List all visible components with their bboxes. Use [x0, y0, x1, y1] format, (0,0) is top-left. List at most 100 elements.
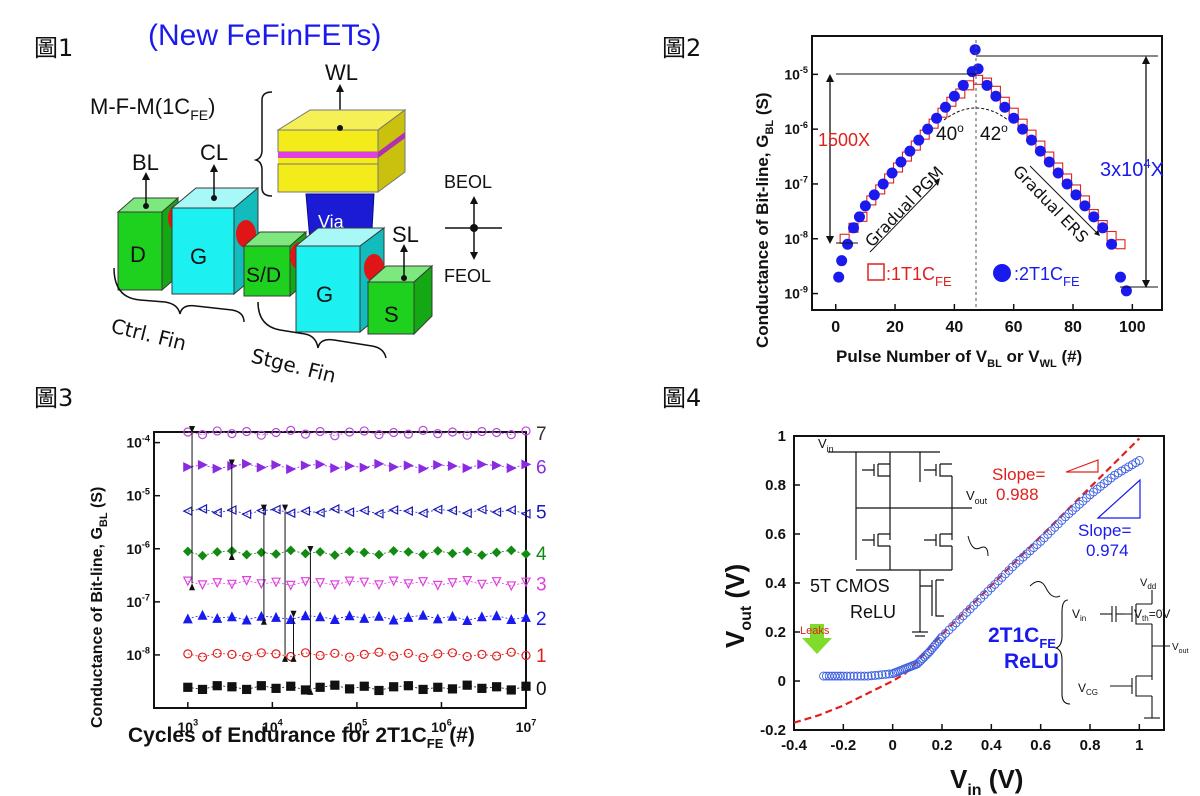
fig4-slope-red2: 0.988 [996, 485, 1039, 504]
data-point-2t1c [970, 44, 981, 55]
data-point-2t1c [990, 91, 1001, 102]
fig4-ylabel: Vout (V) [720, 564, 755, 648]
fefet-relu-point [1100, 480, 1108, 488]
level-label-7: 7 [536, 424, 547, 445]
data-point-level-4 [463, 547, 471, 555]
x-tick-label: 0 [888, 737, 896, 754]
data-point-level-0 [346, 685, 354, 693]
data-point-level-4 [375, 551, 383, 559]
x-tick-label: 100 [1119, 319, 1146, 336]
y-tick-label: 10-7 [126, 593, 150, 610]
data-point-level-6 [390, 463, 398, 471]
data-point-level-0 [301, 686, 309, 694]
y-tick-label: 10-7 [784, 175, 808, 192]
data-point-level-6 [257, 464, 265, 472]
data-point-2t1c [869, 189, 880, 200]
fig4-slope-blue1: Slope= [1078, 521, 1131, 540]
y-tick-label: 0.6 [765, 526, 786, 543]
data-point-level-3 [199, 581, 207, 589]
data-point-2t1c [1088, 211, 1099, 222]
data-point-level-1 [360, 650, 368, 658]
data-point-level-1 [419, 654, 427, 662]
x-tick-label: 0 [831, 319, 840, 336]
data-point-level-3 [243, 577, 251, 585]
x-tick-label: 1 [1135, 737, 1143, 754]
fig4-relu-chart: -0.4 -0.2 0 0.2 0.4 0.6 0.8 1 -0.200.20.40.60.8… [600, 400, 1200, 796]
data-point-2t1c [1017, 124, 1028, 135]
data-point-level-0 [331, 681, 339, 689]
data-point-level-0 [287, 682, 295, 690]
data-point-2t1c [1070, 189, 1081, 200]
data-point-level-4 [404, 548, 412, 556]
data-point-level-0 [184, 683, 192, 691]
data-point-2t1c [1115, 272, 1126, 283]
y-tick-label: 0.4 [765, 575, 787, 592]
data-point-level-2 [228, 613, 236, 621]
x-tick-label: 40 [945, 319, 963, 336]
x-tick-label: 80 [1064, 319, 1082, 336]
data-point-level-6 [375, 460, 383, 468]
data-point-level-2 [331, 615, 339, 623]
data-point-level-2 [419, 611, 427, 619]
level-line-6 [188, 464, 526, 469]
level-label-1: 1 [536, 646, 547, 667]
level-line-3 [188, 581, 526, 586]
data-point-2t1c [904, 146, 915, 157]
data-point-2t1c [1035, 146, 1046, 157]
data-point-level-2 [243, 616, 251, 624]
level-label-6: 6 [536, 458, 547, 479]
level-line-1 [188, 652, 526, 657]
data-point-level-6 [404, 461, 412, 469]
fig2-xlabel: Pulse Number of VBL or VWL (#) [836, 347, 1082, 370]
data-point-level-0 [448, 685, 456, 693]
fig2-angle-right: 42o [980, 121, 1008, 145]
data-point-level-5 [316, 509, 324, 517]
data-point-level-2 [390, 616, 398, 624]
data-point-2t1c [931, 113, 942, 124]
data-point-2t1c [878, 178, 889, 189]
fig4-relu-label1: 2T1CFE [988, 624, 1056, 651]
data-point-level-2 [301, 612, 309, 620]
data-point-level-5 [331, 505, 339, 513]
data-point-level-6 [272, 461, 280, 469]
data-point-2t1c [940, 102, 951, 113]
data-point-2t1c [1026, 135, 1037, 146]
fig4-relu-label2: ReLU [1004, 650, 1059, 673]
data-point-level-2 [463, 616, 471, 624]
data-point-2t1c [1106, 239, 1117, 250]
data-point-2t1c [949, 91, 960, 102]
data-point-level-2 [404, 613, 412, 621]
data-point-level-4 [301, 550, 309, 558]
fefet-relu-point [1075, 500, 1083, 508]
data-point-level-2 [316, 613, 324, 621]
y-tick-label: 10-9 [784, 284, 808, 301]
data-point-level-5 [199, 505, 207, 513]
fig4-vout-label: Vout [966, 488, 988, 506]
x-tick-label: 60 [1005, 319, 1023, 336]
data-point-2t1c [848, 222, 859, 233]
fefet-relu-point [1093, 485, 1101, 493]
data-point-level-3 [419, 578, 427, 586]
data-point-level-6 [493, 461, 501, 469]
level-label-5: 5 [536, 503, 547, 524]
data-point-1t1c [1116, 240, 1125, 249]
y-tick-label: 10-6 [784, 120, 808, 137]
data-point-2t1c [842, 239, 853, 250]
data-point-level-6 [434, 461, 442, 469]
data-point-level-2 [478, 613, 486, 621]
data-point-level-0 [478, 684, 486, 692]
data-point-level-0 [493, 683, 501, 691]
level-label-0: 0 [536, 679, 547, 700]
data-point-level-0 [375, 686, 383, 694]
data-point-level-4 [213, 548, 221, 556]
fig2-legend-2t1c: :2T1CFE [1014, 264, 1080, 289]
data-point-level-1 [301, 649, 309, 657]
data-point-level-1 [478, 650, 486, 658]
x-tick-label: 0.2 [932, 737, 953, 754]
data-point-level-6 [507, 464, 515, 472]
data-point-level-0 [228, 683, 236, 691]
fefet-relu-point [1033, 541, 1041, 549]
fig2-angle-left: 40o [936, 121, 964, 145]
data-point-level-0 [390, 683, 398, 691]
fefet-relu-point [1068, 507, 1076, 515]
